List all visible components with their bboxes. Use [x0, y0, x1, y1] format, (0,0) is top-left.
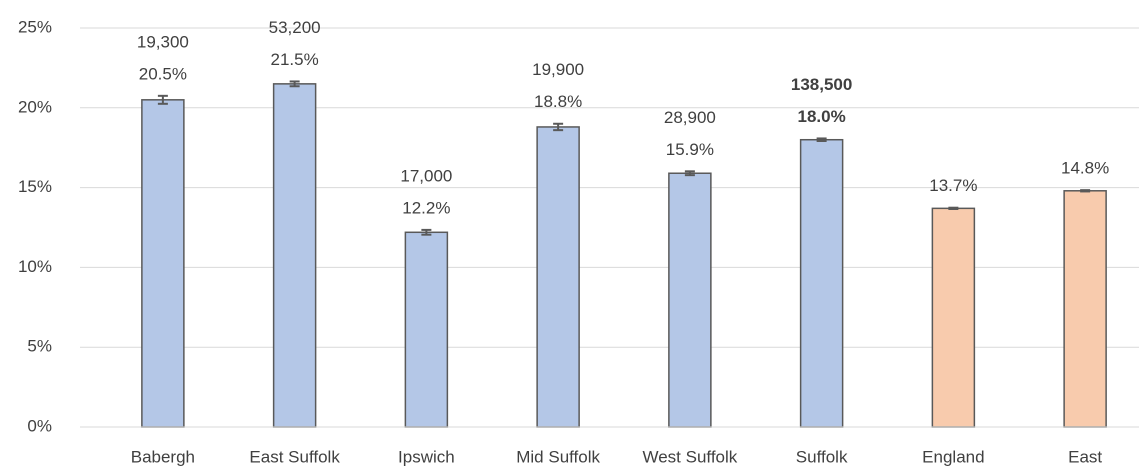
x-tick-label: West Suffolk	[642, 447, 737, 466]
x-tick-label: Suffolk	[796, 447, 848, 466]
x-tick-label: East	[1068, 447, 1102, 466]
count-label: 138,500	[791, 75, 852, 94]
bar	[1063, 190, 1107, 428]
count-label: 53,200	[269, 18, 321, 37]
error-bar	[1080, 189, 1091, 193]
bar	[536, 126, 580, 428]
y-tick-label: 15%	[18, 177, 52, 196]
bar	[799, 138, 844, 428]
error-bar	[816, 137, 827, 142]
y-tick-label: 5%	[27, 337, 52, 356]
error-bar	[684, 170, 695, 177]
error-bar	[421, 228, 432, 236]
x-tick-label: East Suffolk	[249, 447, 340, 466]
count-label: 17,000	[400, 166, 452, 185]
count-label: 19,300	[137, 32, 189, 51]
count-label: 19,900	[532, 60, 584, 79]
error-bar	[157, 94, 168, 105]
bar	[141, 99, 185, 428]
y-tick-label: 25%	[18, 17, 52, 36]
y-tick-label: 20%	[18, 97, 52, 116]
x-tick-label: Ipswich	[398, 447, 455, 466]
value-label: 13.7%	[929, 176, 977, 195]
x-tick-label: Babergh	[131, 447, 195, 466]
y-tick-label: 0%	[27, 416, 52, 435]
bar	[931, 207, 976, 428]
value-label: 15.9%	[666, 140, 714, 159]
error-bar	[948, 206, 959, 210]
error-bar	[553, 122, 564, 132]
x-tick-label: Mid Suffolk	[516, 447, 600, 466]
value-label: 20.5%	[139, 64, 187, 83]
bar	[404, 231, 449, 428]
value-label: 14.8%	[1061, 159, 1109, 178]
x-tick-label: England	[922, 447, 984, 466]
value-label: 21.5%	[271, 50, 319, 69]
y-tick-label: 10%	[18, 257, 52, 276]
bar	[272, 83, 317, 428]
count-label: 28,900	[664, 108, 716, 127]
value-label: 12.2%	[402, 198, 450, 217]
value-label: 18.0%	[798, 107, 846, 126]
bar	[668, 172, 712, 428]
error-bar	[289, 80, 300, 88]
value-label: 18.8%	[534, 92, 582, 111]
